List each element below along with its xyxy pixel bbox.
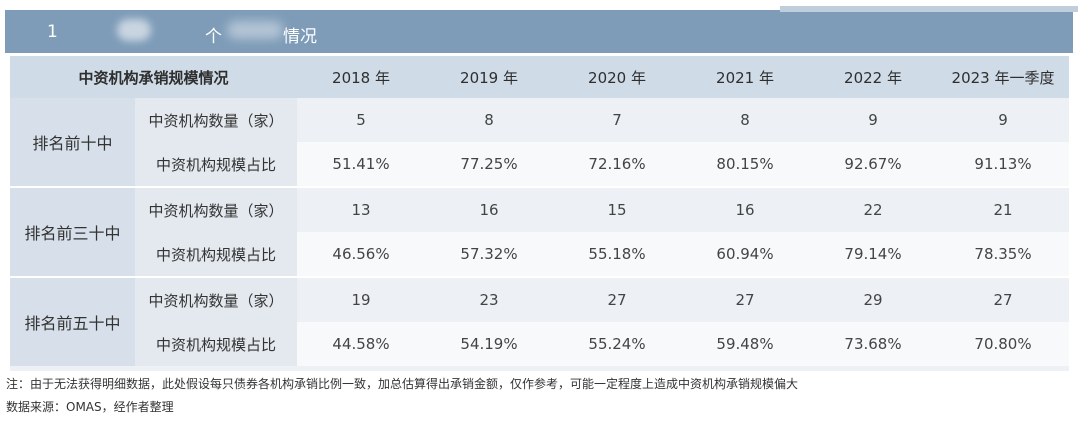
- table-cell: 59.48%: [681, 322, 810, 366]
- table-cell: 5: [297, 98, 426, 142]
- table-cell: 29: [809, 276, 938, 322]
- table-cell: 22: [809, 186, 938, 232]
- table-cell: 15: [553, 186, 682, 232]
- header-cell: 2018 年: [297, 56, 426, 98]
- header-cell: 2022 年: [809, 56, 938, 98]
- header-cell: 2019 年: [425, 56, 554, 98]
- row-label: 中资机构规模占比: [135, 322, 298, 366]
- table-cell: 21: [937, 186, 1070, 232]
- row-label: 中资机构数量（家）: [135, 186, 298, 232]
- underwriting-scale-table: 中资机构承销规模情况 2018 年 2019 年 2020 年 2021 年 2…: [10, 56, 1070, 366]
- table-cell: 19: [297, 276, 426, 322]
- table-cell: 91.13%: [937, 142, 1070, 186]
- table-cell: 51.41%: [297, 142, 426, 186]
- table-cell: 8: [425, 98, 554, 142]
- table-title-fragment: 个: [205, 27, 222, 47]
- group-label: 排名前十中: [10, 98, 135, 186]
- table-row: 排名前三十中 中资机构数量（家） 13 16 15 16 22 21: [10, 186, 1070, 276]
- row-label: 中资机构数量（家）: [135, 98, 298, 142]
- table-cell: 55.24%: [553, 322, 682, 366]
- title-redacted-mark: [227, 21, 283, 39]
- table-title-number: 1: [47, 22, 58, 42]
- table-row: 中资机构规模占比 44.58% 54.19% 55.24% 59.48% 73.…: [10, 322, 1070, 366]
- table-cell: 46.56%: [297, 232, 426, 276]
- table-row: 中资机构规模占比 51.41% 77.25% 72.16% 80.15% 92.…: [10, 142, 1070, 186]
- table-header-row: 中资机构承销规模情况 2018 年 2019 年 2020 年 2021 年 2…: [10, 56, 1070, 98]
- table-title-tail: 情况: [283, 27, 317, 47]
- table-cell: 9: [937, 98, 1070, 142]
- table-cell: 92.67%: [809, 142, 938, 186]
- table-cell: 73.68%: [809, 322, 938, 366]
- group-label: 排名前三十中: [10, 186, 135, 276]
- group-label: 排名前五十中: [10, 276, 135, 366]
- row-label: 中资机构数量（家）: [135, 276, 298, 322]
- row-label: 中资机构规模占比: [135, 232, 298, 276]
- table-cell: 79.14%: [809, 232, 938, 276]
- row-label: 中资机构规模占比: [135, 142, 298, 186]
- table-row: 排名前十中 中资机构数量（家） 5 8 7 8 9 9: [10, 98, 1070, 186]
- table-cell: 60.94%: [681, 232, 810, 276]
- data-table-container: 中资机构承销规模情况 2018 年 2019 年 2020 年 2021 年 2…: [10, 56, 1070, 371]
- header-cell: 2023 年一季度: [937, 56, 1070, 98]
- table-cell: 77.25%: [425, 142, 554, 186]
- table-cell: 70.80%: [937, 322, 1070, 366]
- table-cell: 54.19%: [425, 322, 554, 366]
- table-cell: 80.15%: [681, 142, 810, 186]
- table-cell: 8: [681, 98, 810, 142]
- data-source-note: 数据来源：OMAS，经作者整理: [6, 400, 174, 414]
- table-row: 中资机构规模占比 46.56% 57.32% 55.18% 60.94% 79.…: [10, 232, 1070, 276]
- table-cell: 55.18%: [553, 232, 682, 276]
- table-cell: 44.58%: [297, 322, 426, 366]
- table-row: 排名前五十中 中资机构数量（家） 19 23 27 27 29 27: [10, 276, 1070, 366]
- title-redacted-mark: [117, 19, 151, 41]
- table-cell: 72.16%: [553, 142, 682, 186]
- header-cell: 中资机构承销规模情况: [10, 56, 298, 98]
- table-cell: 27: [681, 276, 810, 322]
- table-cell: 16: [425, 186, 554, 232]
- header-cell: 2021 年: [681, 56, 810, 98]
- table-title-bar: 1 个 情况: [5, 6, 1078, 53]
- table-footnote: 注：由于无法获得明细数据，此处假设每只债券各机构承销比例一致，加总估算得出承销金…: [6, 377, 799, 391]
- table-cell: 7: [553, 98, 682, 142]
- table-cell: 23: [425, 276, 554, 322]
- table-cell: 27: [937, 276, 1070, 322]
- table-cell: 13: [297, 186, 426, 232]
- table-cell: 16: [681, 186, 810, 232]
- table-cell: 9: [809, 98, 938, 142]
- table-cell: 78.35%: [937, 232, 1070, 276]
- table-cell: 57.32%: [425, 232, 554, 276]
- table-cell: 27: [553, 276, 682, 322]
- header-cell: 2020 年: [553, 56, 682, 98]
- title-decoration-bar: [780, 6, 1078, 12]
